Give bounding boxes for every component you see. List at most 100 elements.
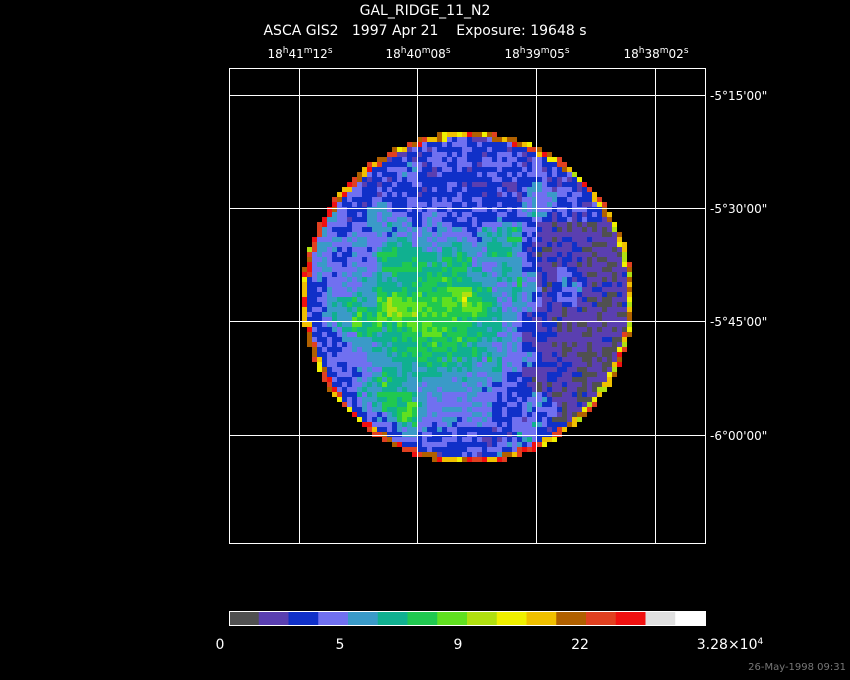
pixel (572, 407, 577, 412)
pixel (487, 297, 492, 302)
pixel (387, 167, 392, 172)
pixel (532, 287, 537, 292)
pixel (532, 192, 537, 197)
pixel (407, 357, 412, 362)
pixel (607, 367, 612, 372)
pixel (592, 382, 597, 387)
pixel (402, 197, 407, 202)
pixel (312, 262, 317, 267)
pixel (562, 167, 567, 172)
pixel (422, 182, 427, 187)
pixel (507, 272, 512, 277)
pixel (432, 187, 437, 192)
pixel (607, 257, 612, 262)
pixel (472, 387, 477, 392)
pixel (412, 417, 417, 422)
pixel (482, 397, 487, 402)
pixel (372, 322, 377, 327)
pixel (362, 397, 367, 402)
pixel (557, 187, 562, 192)
pixel (407, 162, 412, 167)
pixel (502, 327, 507, 332)
pixel (342, 227, 347, 232)
pixel (557, 407, 562, 412)
pixel (377, 187, 382, 192)
pixel (557, 412, 562, 417)
pixel (417, 352, 422, 357)
pixel (597, 302, 602, 307)
pixel (602, 327, 607, 332)
pixel (447, 267, 452, 272)
pixel (567, 422, 572, 427)
pixel (407, 157, 412, 162)
pixel (432, 292, 437, 297)
pixel (562, 347, 567, 352)
pixel (507, 452, 512, 457)
ra-label-part: s (565, 46, 570, 56)
pixel (547, 337, 552, 342)
pixel (567, 382, 572, 387)
pixel (487, 382, 492, 387)
pixel (512, 352, 517, 357)
pixel (467, 322, 472, 327)
pixel (382, 212, 387, 217)
pixel (437, 317, 442, 322)
pixel (462, 237, 467, 242)
pixel (587, 362, 592, 367)
pixel (557, 217, 562, 222)
pixel (467, 267, 472, 272)
pixel (527, 312, 532, 317)
pixel (442, 337, 447, 342)
pixel (562, 182, 567, 187)
pixel (547, 272, 552, 277)
pixel (437, 157, 442, 162)
pixel (582, 197, 587, 202)
pixel (492, 207, 497, 212)
pixel (462, 347, 467, 352)
pixel (537, 362, 542, 367)
pixel (467, 277, 472, 282)
pixel (477, 362, 482, 367)
pixel (602, 252, 607, 257)
pixel (442, 302, 447, 307)
pixel (392, 197, 397, 202)
pixel (352, 362, 357, 367)
pixel (477, 212, 482, 217)
pixel (527, 247, 532, 252)
pixel (327, 382, 332, 387)
pixel (402, 402, 407, 407)
pixel (402, 322, 407, 327)
pixel (437, 347, 442, 352)
pixel (582, 342, 587, 347)
pixel (382, 342, 387, 347)
pixel (557, 362, 562, 367)
pixel (522, 367, 527, 372)
pixel (322, 287, 327, 292)
pixel (422, 362, 427, 367)
pixel (517, 362, 522, 367)
pixel (357, 282, 362, 287)
pixel (477, 347, 482, 352)
pixel (312, 277, 317, 282)
pixel (347, 312, 352, 317)
pixel (357, 292, 362, 297)
pixel (612, 297, 617, 302)
pixel (457, 377, 462, 382)
pixel (537, 272, 542, 277)
pixel (402, 202, 407, 207)
pixel (482, 142, 487, 147)
pixel (362, 277, 367, 282)
pixel (552, 372, 557, 377)
pixel (327, 352, 332, 357)
pixel (552, 342, 557, 347)
pixel (407, 207, 412, 212)
pixel (537, 242, 542, 247)
pixel (352, 242, 357, 247)
pixel (317, 287, 322, 292)
pixel (532, 322, 537, 327)
pixel (602, 307, 607, 312)
pixel (502, 202, 507, 207)
pixel (397, 177, 402, 182)
pixel (512, 197, 517, 202)
pixel (412, 327, 417, 332)
